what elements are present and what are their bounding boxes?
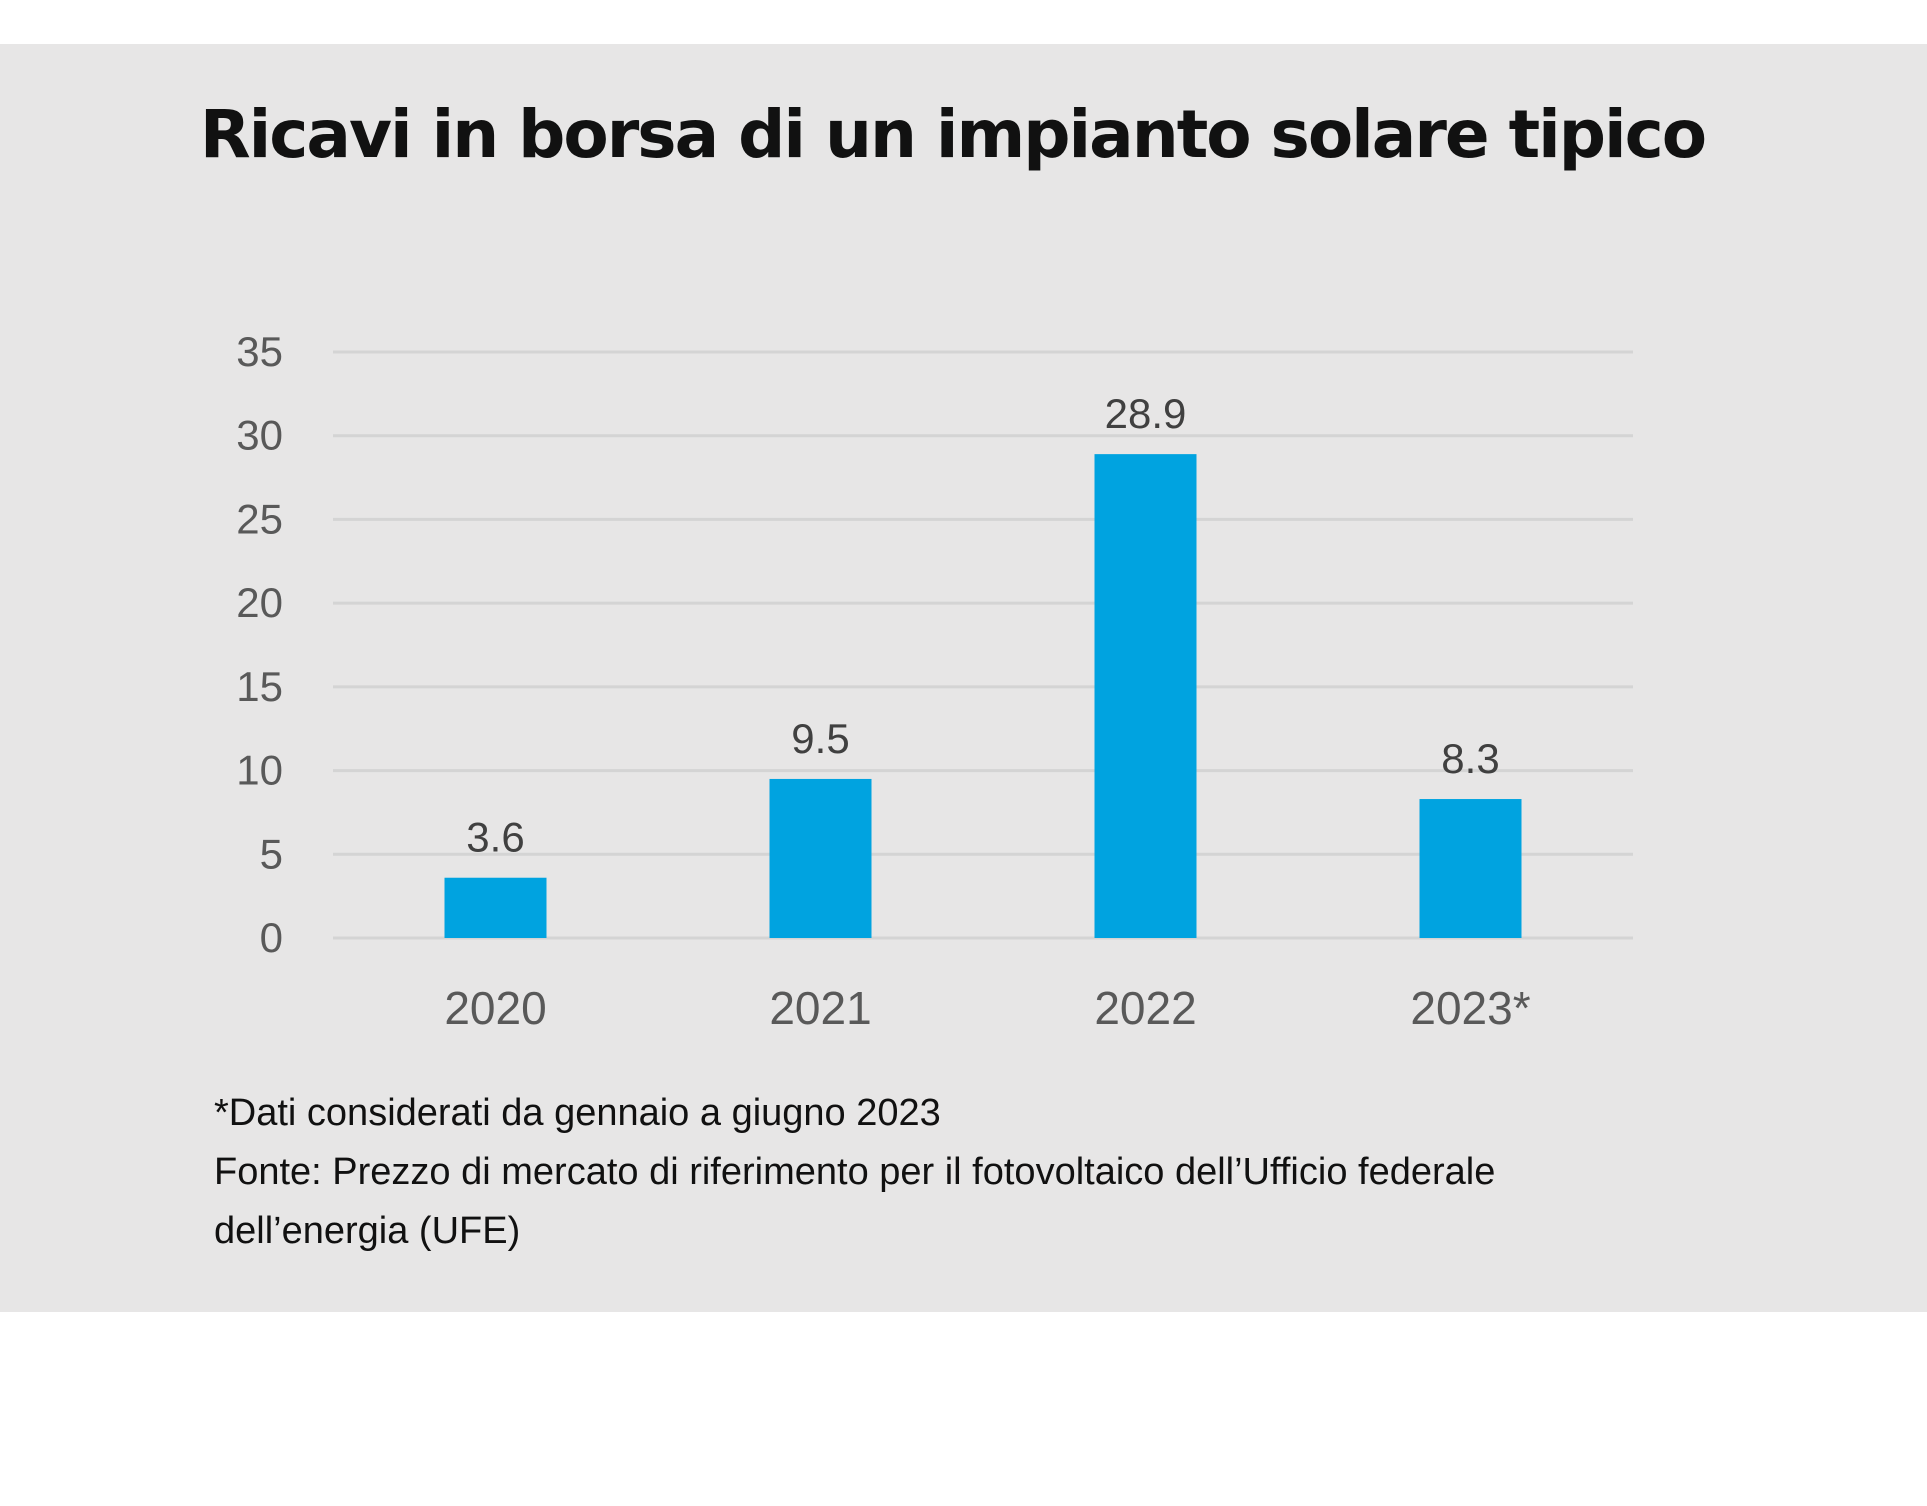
chart-notes: *Dati considerati da gennaio a giugno 20… [214,1084,1874,1261]
y-tick-label: 20 [236,579,283,626]
source-line-1: Fonte: Prezzo di mercato di riferimento … [214,1151,1496,1193]
bar-2023 [1419,799,1522,938]
y-tick-label: 5 [260,830,283,877]
y-tick-label: 15 [236,663,283,710]
x-category-label: 2023* [1410,982,1530,1034]
footnote: *Dati considerati da gennaio a giugno 20… [214,1092,941,1134]
chart-panel [0,44,1927,1312]
y-tick-label: 25 [236,495,283,542]
x-category-label: 2020 [444,982,546,1034]
y-tick-label: 10 [236,747,283,794]
x-category-label: 2022 [1094,982,1196,1034]
chart-title: Ricavi in borsa di un impianto solare ti… [199,96,1707,173]
x-category-label: 2021 [769,982,871,1034]
y-tick-label: 35 [236,328,283,375]
data-label: 8.3 [1441,735,1499,782]
bar-2020 [444,877,547,938]
y-tick-label: 30 [236,412,283,459]
data-label: 28.9 [1105,390,1187,437]
bar-2021 [769,778,872,938]
data-label: 3.6 [466,814,524,861]
y-tick-label: 0 [260,914,283,961]
data-label: 9.5 [791,715,849,762]
source-line-2: dell’energia (UFE) [214,1210,521,1252]
bar-2022 [1094,454,1197,938]
